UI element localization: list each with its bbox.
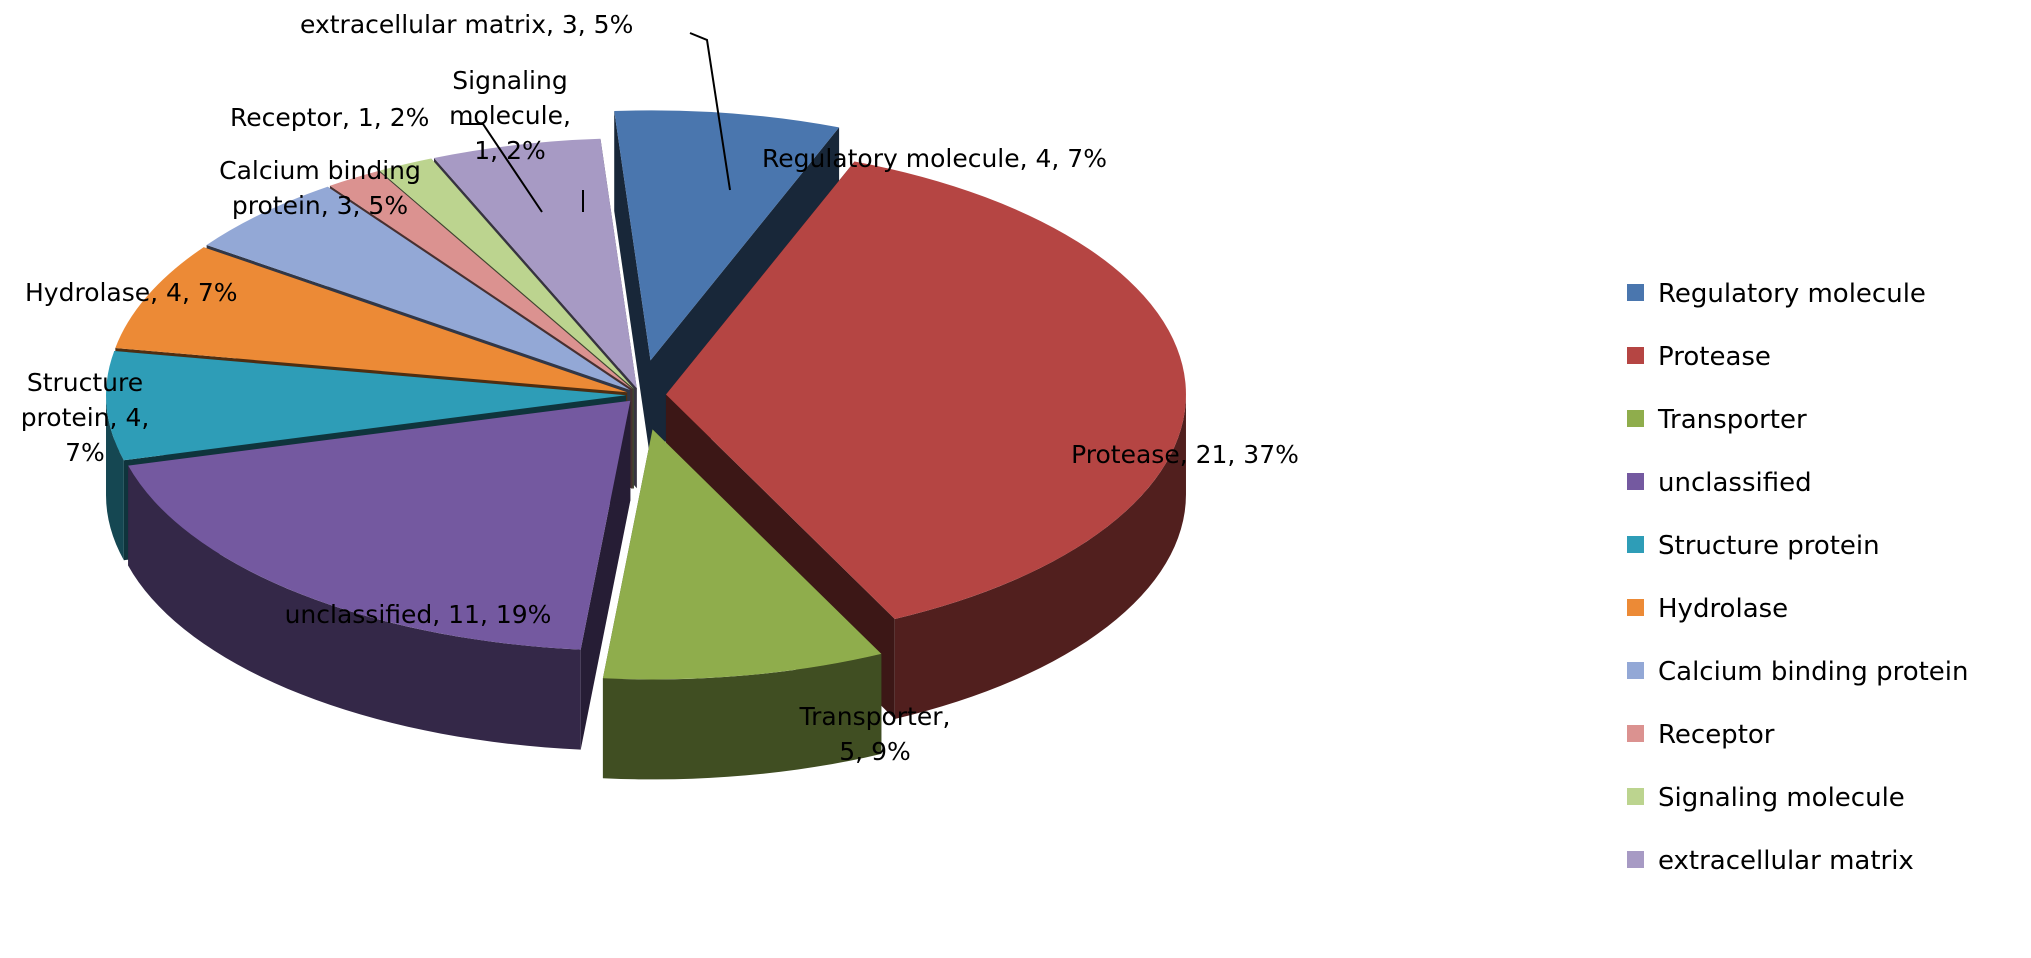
slice-transporter [602,429,882,680]
data-label-structure-protein-line-3: 7% [65,438,105,467]
slice-wall-unclassified [128,465,581,750]
data-label-structure-protein-line-1: Structure [27,368,143,397]
data-label-protease: Protease, 21, 37% [1071,440,1299,469]
data-label-signaling-molecule-line-3: 1, 2% [474,136,545,165]
slice-signaling-molecule [379,158,634,389]
legend-swatch-extracellular-matrix [1627,851,1644,868]
slice-hydrolase [115,247,628,393]
legend-label-signaling-molecule: Signaling molecule [1658,783,1905,813]
slice-calcium-binding-protein [206,186,631,391]
slice-receptor [329,170,633,390]
legend-swatch-receptor [1627,725,1644,742]
pie-top-layer [106,110,1186,680]
slice-structure-protein [106,350,627,461]
slice-wall-protease [894,394,1186,719]
legend-swatch-protease [1627,347,1644,364]
data-label-calcium-binding-protein-line-1: Calcium binding [219,156,421,185]
data-label-hydrolase: Hydrolase, 4, 7% [25,278,238,307]
legend-swatch-calcium-binding-protein [1627,662,1644,679]
legend-label-calcium-binding-protein: Calcium binding protein [1658,657,1969,687]
legend-label-extracellular-matrix: extracellular matrix [1658,846,1914,876]
data-label-transporter-line-1: Transporter, [799,702,951,731]
legend-swatch-structure-protein [1627,536,1644,553]
leader-line-receptor [460,123,543,213]
slice-extracellular-matrix [433,138,637,389]
data-label-receptor: Receptor, 1, 2% [230,103,429,132]
data-label-extracellular-matrix: extracellular matrix, 3, 5% [300,10,633,39]
slice-side-regulatory-molecule-0 [614,111,651,461]
data-label-signaling-molecule-line-1: Signaling [452,66,567,95]
legend-swatch-unclassified [1627,473,1644,490]
data-labels: Regulatory molecule, 4, 7% Protease, 21, … [21,10,1299,766]
data-label-regulatory-molecule: Regulatory molecule, 4, 7% [762,144,1107,173]
legend-label-protease: Protease [1658,342,1771,372]
legend-label-unclassified: unclassified [1658,468,1812,498]
slice-wall-transporter [602,653,882,780]
data-label-structure-protein-line-2: protein, 4, [21,403,150,432]
data-label-transporter-line-2: 5, 9% [839,737,910,766]
legend-swatch-transporter [1627,410,1644,427]
legend-label-receptor: Receptor [1658,720,1775,750]
leader-line-extracellular-matrix [689,32,731,191]
legend-swatch-signaling-molecule [1627,788,1644,805]
legend-label-hydrolase: Hydrolase [1658,594,1788,624]
legend-label-structure-protein: Structure protein [1658,531,1880,561]
leader-lines [460,32,731,213]
data-label-unclassified: unclassified, 11, 19% [285,600,552,629]
slice-regulatory-molecule [614,110,840,361]
legend-label-transporter: Transporter [1657,405,1807,435]
slice-protease [665,161,1186,619]
slice-unclassified [128,400,631,650]
legend-swatch-hydrolase [1627,599,1644,616]
data-label-calcium-binding-protein-line-2: protein, 3, 5% [232,191,408,220]
slice-wall-structure-protein [106,395,124,561]
legend-label-regulatory-molecule: Regulatory molecule [1658,279,1926,309]
data-label-signaling-molecule-line-2: molecule, [449,101,571,130]
legend: Regulatory molecule Protease Transporter un… [1627,279,1969,876]
legend-swatch-regulatory-molecule [1627,284,1644,301]
